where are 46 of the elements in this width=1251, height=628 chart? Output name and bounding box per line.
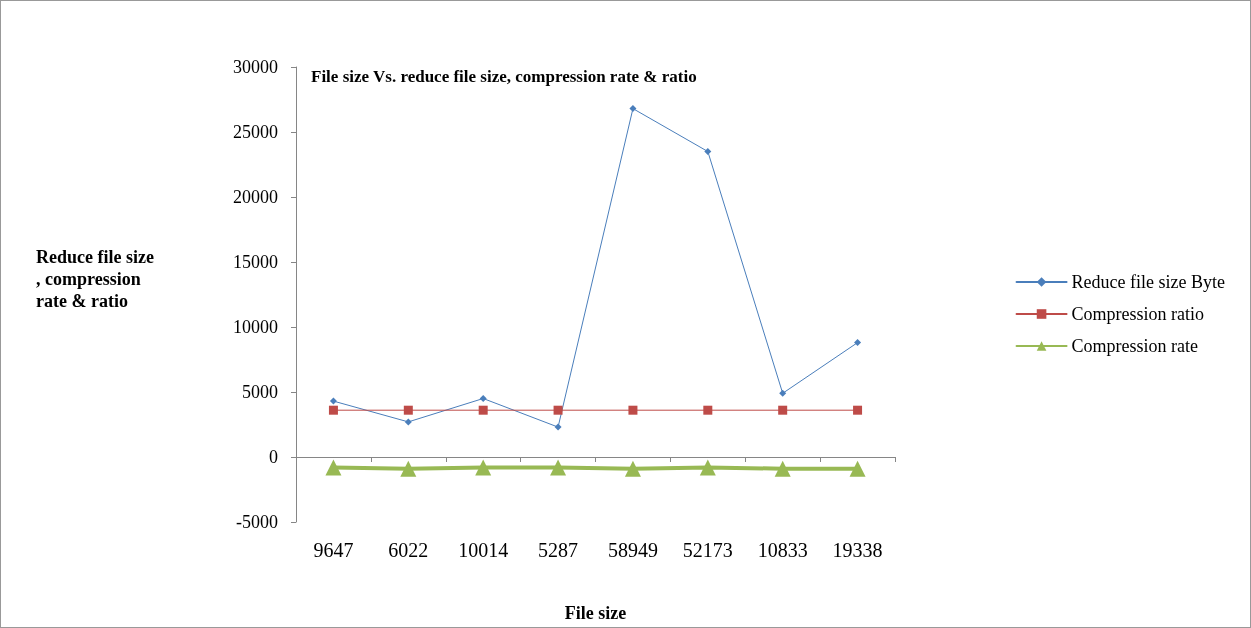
point xyxy=(550,459,567,476)
point xyxy=(404,418,412,426)
chart-title: File size Vs. reduce file size, compression rate & ratio xyxy=(311,67,697,86)
y-tick-label: 10000 xyxy=(233,317,278,337)
point xyxy=(554,423,562,431)
point xyxy=(328,405,338,415)
x-tick-label: 5287 xyxy=(538,539,579,561)
point xyxy=(325,459,342,476)
point xyxy=(778,405,788,415)
point xyxy=(779,389,787,397)
point xyxy=(475,459,492,476)
point xyxy=(704,148,712,155)
point xyxy=(628,405,638,415)
x-tick-label: 6022 xyxy=(388,539,429,561)
y-tick-label: 20000 xyxy=(233,187,278,207)
point xyxy=(854,339,862,347)
point xyxy=(629,105,637,113)
point xyxy=(699,459,716,476)
y-axis-title: Reduce file size, compression rate & ratio xyxy=(36,247,154,311)
point xyxy=(403,405,413,415)
point xyxy=(853,405,863,415)
x-tick-label: 9647 xyxy=(313,539,354,561)
x-axis-title: File size xyxy=(564,603,627,623)
x-tick-label: 52173 xyxy=(682,539,733,561)
point xyxy=(703,405,713,415)
y-tick-label: 0 xyxy=(269,447,278,467)
point xyxy=(849,460,866,477)
point xyxy=(329,397,337,405)
point xyxy=(553,405,563,415)
y-tick-label: 15000 xyxy=(233,252,278,272)
legend-label: Compression rate xyxy=(1071,336,1199,356)
x-tick-label: 10833 xyxy=(757,539,808,561)
y-tick-label: 25000 xyxy=(233,122,278,142)
x-tick-label: 19338 xyxy=(832,539,883,561)
legend-label: Reduce file size Byte xyxy=(1071,272,1226,292)
x-tick-label: 58949 xyxy=(607,539,658,561)
point xyxy=(400,460,417,477)
point xyxy=(479,395,487,402)
x-tick-label: 10014 xyxy=(458,539,509,561)
point xyxy=(624,460,641,477)
y-tick-label: -5000 xyxy=(236,512,278,532)
point xyxy=(478,405,488,415)
y-tick-label: 5000 xyxy=(242,382,278,402)
y-tick-label: 30000 xyxy=(233,57,278,77)
legend-label: Compression ratio xyxy=(1071,304,1205,324)
point xyxy=(774,460,791,477)
